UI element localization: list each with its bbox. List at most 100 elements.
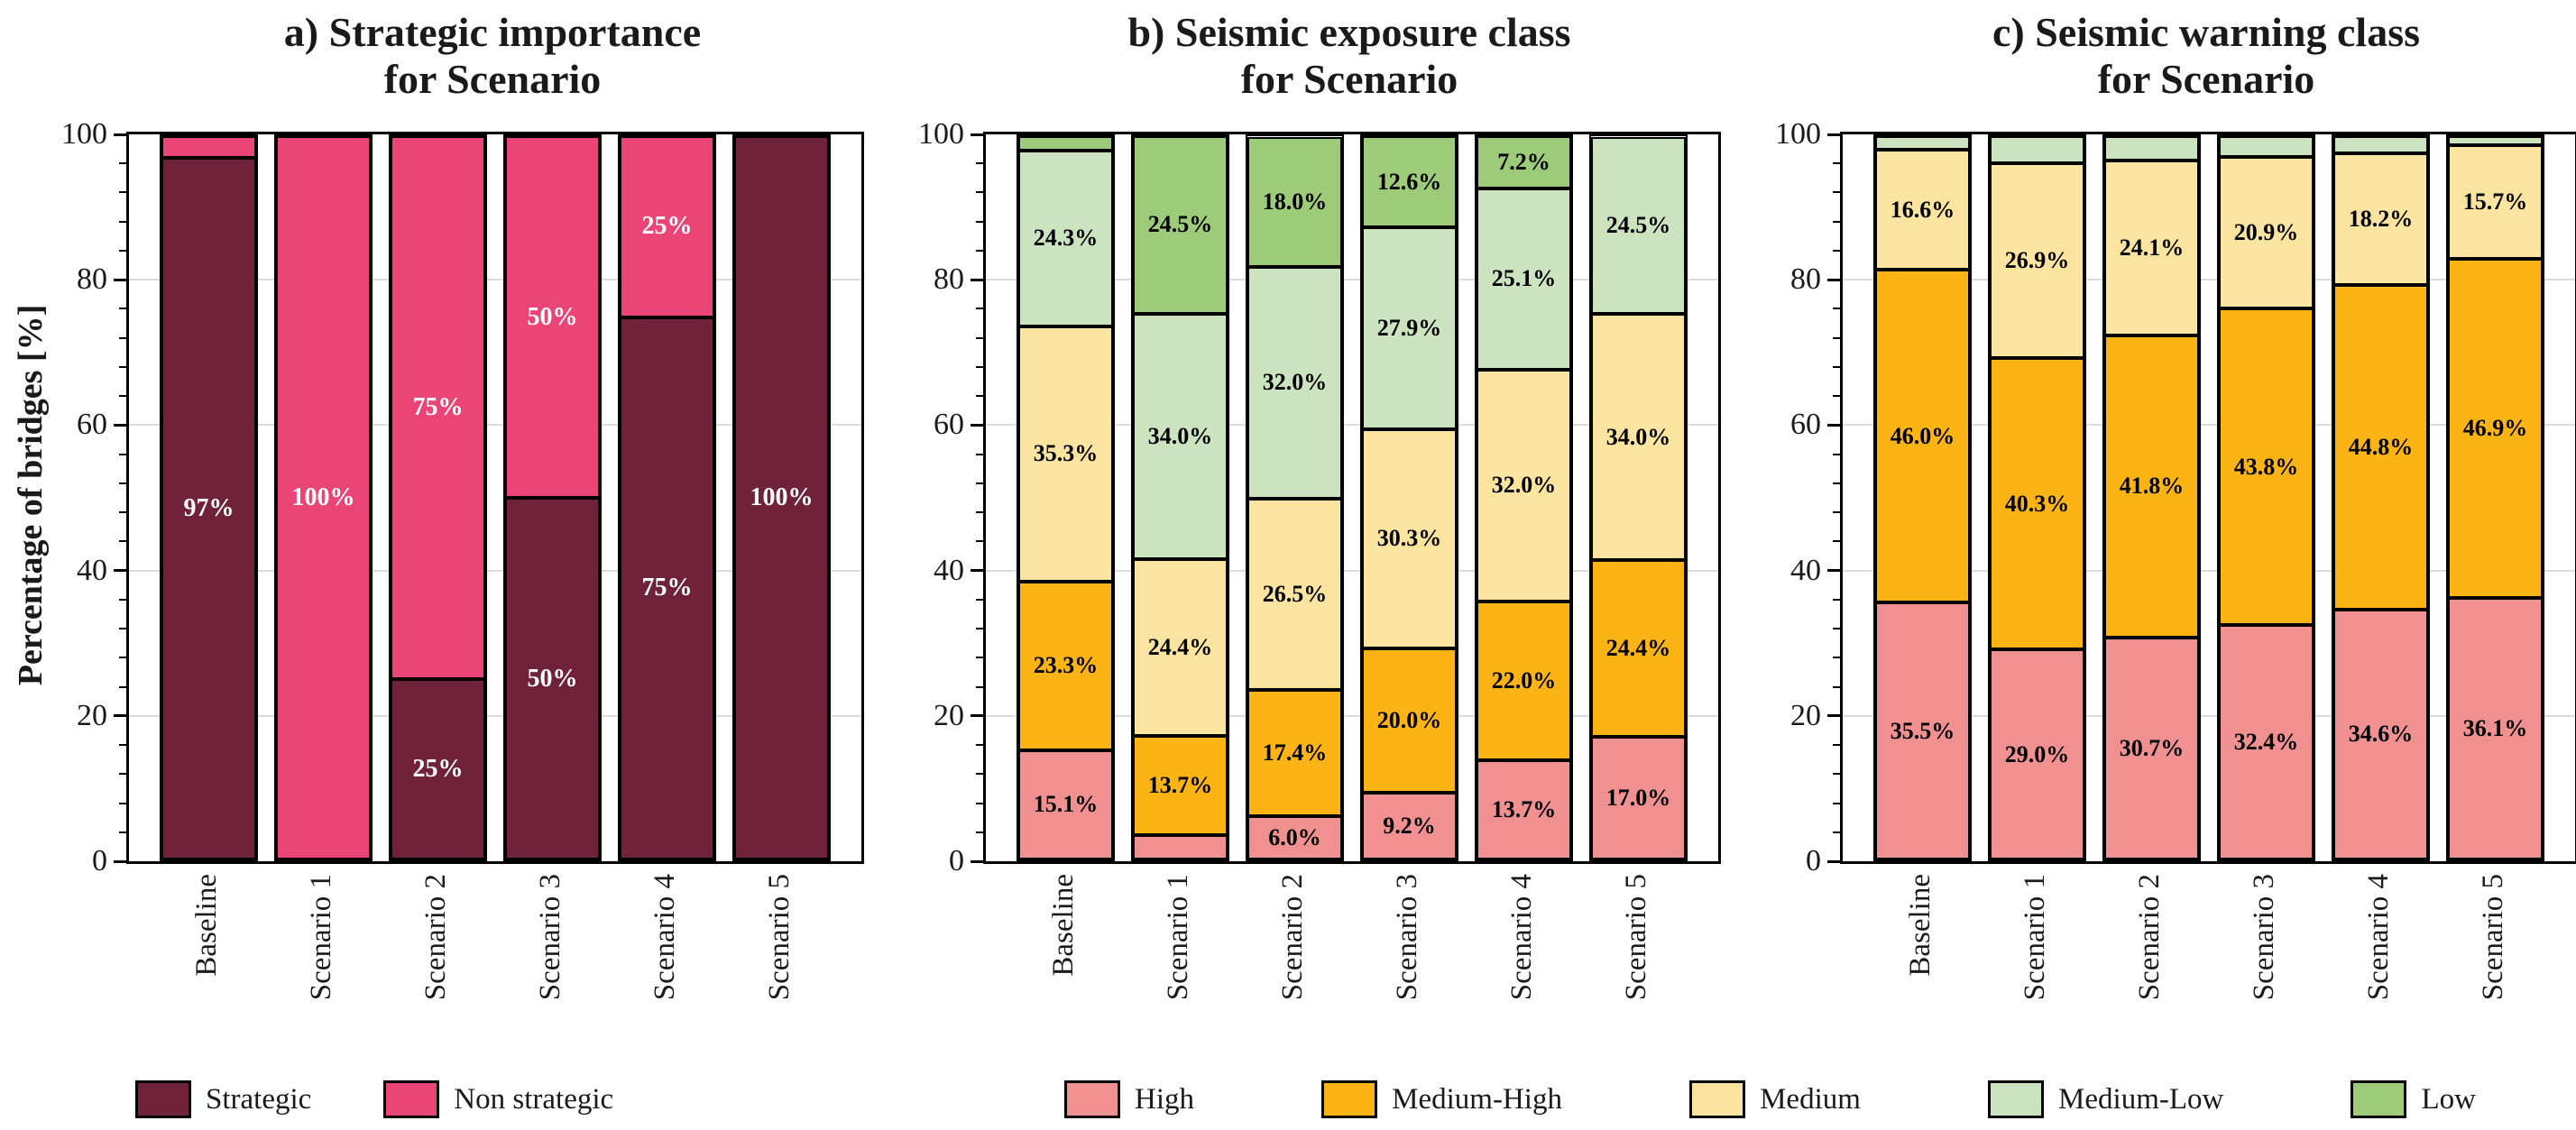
segment-label: 26.5% (1262, 581, 1328, 608)
y-minor-tick (1833, 162, 1840, 165)
y-minor-tick (119, 395, 126, 398)
y-minor-tick (119, 657, 126, 659)
bar-scenario-2: 6.0% 17.4% 26.5% 32.0% 18.0% (1245, 134, 1345, 861)
y-tick (971, 423, 983, 427)
gridline (986, 279, 1718, 281)
gridline (129, 279, 861, 281)
segment-medium-high (2218, 308, 2314, 626)
segment-strategic (619, 317, 715, 859)
segment-label: 20.9% (2233, 219, 2299, 246)
y-minor-tick (976, 162, 983, 165)
segment-label: 41.8% (2119, 473, 2185, 500)
y-tick (1827, 714, 1840, 718)
segment-medium-high (1017, 582, 1114, 750)
legend-label: Medium (1760, 1082, 1861, 1116)
segment-label: 30.7% (2119, 734, 2185, 761)
bar-baseline: 35.5% 46.0% 16.6% (1872, 134, 1973, 861)
y-tick-label: 60 (77, 408, 107, 442)
legend-seismic-class: High Medium-High Medium Medium-Low Low (1064, 1080, 2476, 1118)
segment-medium-high (1989, 358, 2085, 650)
y-minor-tick (1833, 598, 1840, 601)
segment-label: 25.1% (1491, 265, 1557, 292)
segment-label: 34.6% (2348, 721, 2414, 748)
bar-scenario-3: 9.2% 20.0% 30.3% 27.9% 12.6% (1359, 134, 1459, 861)
bar-scenario-3: 50% 50% (502, 134, 603, 861)
segment-medium-low (1017, 151, 1114, 326)
segment-non-strategic (619, 136, 715, 317)
segment-medium-high (1361, 648, 1458, 794)
y-minor-tick (119, 773, 126, 776)
segment-label: 17.0% (1605, 784, 1671, 811)
segment-medium-high (1874, 270, 1971, 603)
y-minor-tick (976, 540, 983, 543)
segment-label: 23.3% (1033, 652, 1099, 679)
legend-item-strategic: Strategic (135, 1080, 311, 1118)
panel-title-line: c) Seismic warning class (1992, 9, 2420, 55)
panel-title-line: b) Seismic exposure class (1127, 9, 1571, 55)
segment-high (1361, 793, 1458, 859)
y-minor-tick (1833, 336, 1840, 339)
y-minor-tick (119, 482, 126, 484)
segment-strategic (390, 678, 486, 859)
legend-item-medium-high: Medium-High (1321, 1080, 1562, 1118)
segment-low (1132, 136, 1228, 314)
segment-medium-high (1476, 601, 1572, 761)
y-tick (1827, 278, 1840, 281)
y-tick-label: 80 (934, 262, 964, 297)
y-tick (1827, 859, 1840, 863)
legend-swatch (2351, 1080, 2407, 1118)
plot-area: 0 20 40 60 80 100 97% 100% 25% 75% 50% 50% 75% 25% 100… (61, 117, 864, 877)
segment-high (2103, 637, 2200, 859)
segment-low (1247, 136, 1343, 268)
segment-medium-low (2103, 136, 2200, 161)
segment-medium (1361, 428, 1458, 648)
legend-item-non-strategic: Non strategic (383, 1080, 613, 1118)
segment-high (1874, 602, 1971, 859)
bar-scenario-1: 100% (273, 134, 373, 861)
y-tick (971, 569, 983, 573)
y-minor-tick (1833, 395, 1840, 398)
segment-non-strategic (161, 136, 257, 159)
segment-medium-low (1590, 136, 1687, 315)
segment-medium-high (1590, 559, 1687, 737)
legend-label: Medium-Low (2058, 1082, 2224, 1116)
segment-medium (1874, 150, 1971, 271)
panel-title-line: for Scenario (2097, 56, 2315, 102)
y-tick (114, 133, 126, 136)
y-minor-tick (1833, 220, 1840, 223)
y-tick (971, 859, 983, 863)
y-minor-tick (119, 453, 126, 455)
y-tick-label: 100 (1775, 117, 1821, 151)
segment-label: 25% (641, 212, 693, 241)
segment-label: 24.5% (1605, 212, 1671, 239)
y-tick (1827, 423, 1840, 427)
segment-label: 24.4% (1605, 634, 1671, 661)
gridline (1843, 569, 2575, 572)
y-minor-tick (119, 598, 126, 601)
y-minor-tick (1833, 511, 1840, 514)
segment-non-strategic (504, 136, 601, 498)
segment-medium-high (1132, 735, 1228, 835)
y-minor-tick (1833, 191, 1840, 194)
y-minor-tick (976, 744, 983, 747)
y-tick (114, 278, 126, 281)
y-minor-tick (976, 308, 983, 310)
segment-label: 16.6% (1890, 196, 1955, 223)
y-minor-tick (119, 744, 126, 747)
segment-medium-high (2332, 285, 2429, 610)
y-minor-tick (976, 482, 983, 484)
y-tick-label: 0 (949, 844, 964, 877)
segment-label: 17.4% (1262, 740, 1328, 767)
y-minor-tick (1833, 685, 1840, 688)
y-minor-tick (976, 773, 983, 776)
y-minor-tick (119, 336, 126, 339)
segment-label: 75% (641, 574, 693, 602)
segment-label: 32.0% (1262, 369, 1328, 396)
legend-strategic-importance: Strategic Non strategic (135, 1080, 613, 1118)
segment-high (1017, 749, 1114, 859)
segment-label: 9.2% (1383, 813, 1436, 840)
legend-swatch (1064, 1080, 1120, 1118)
segment-label: 43.8% (2233, 453, 2299, 480)
segment-medium (1247, 498, 1343, 691)
legend-label: Non strategic (454, 1082, 614, 1116)
